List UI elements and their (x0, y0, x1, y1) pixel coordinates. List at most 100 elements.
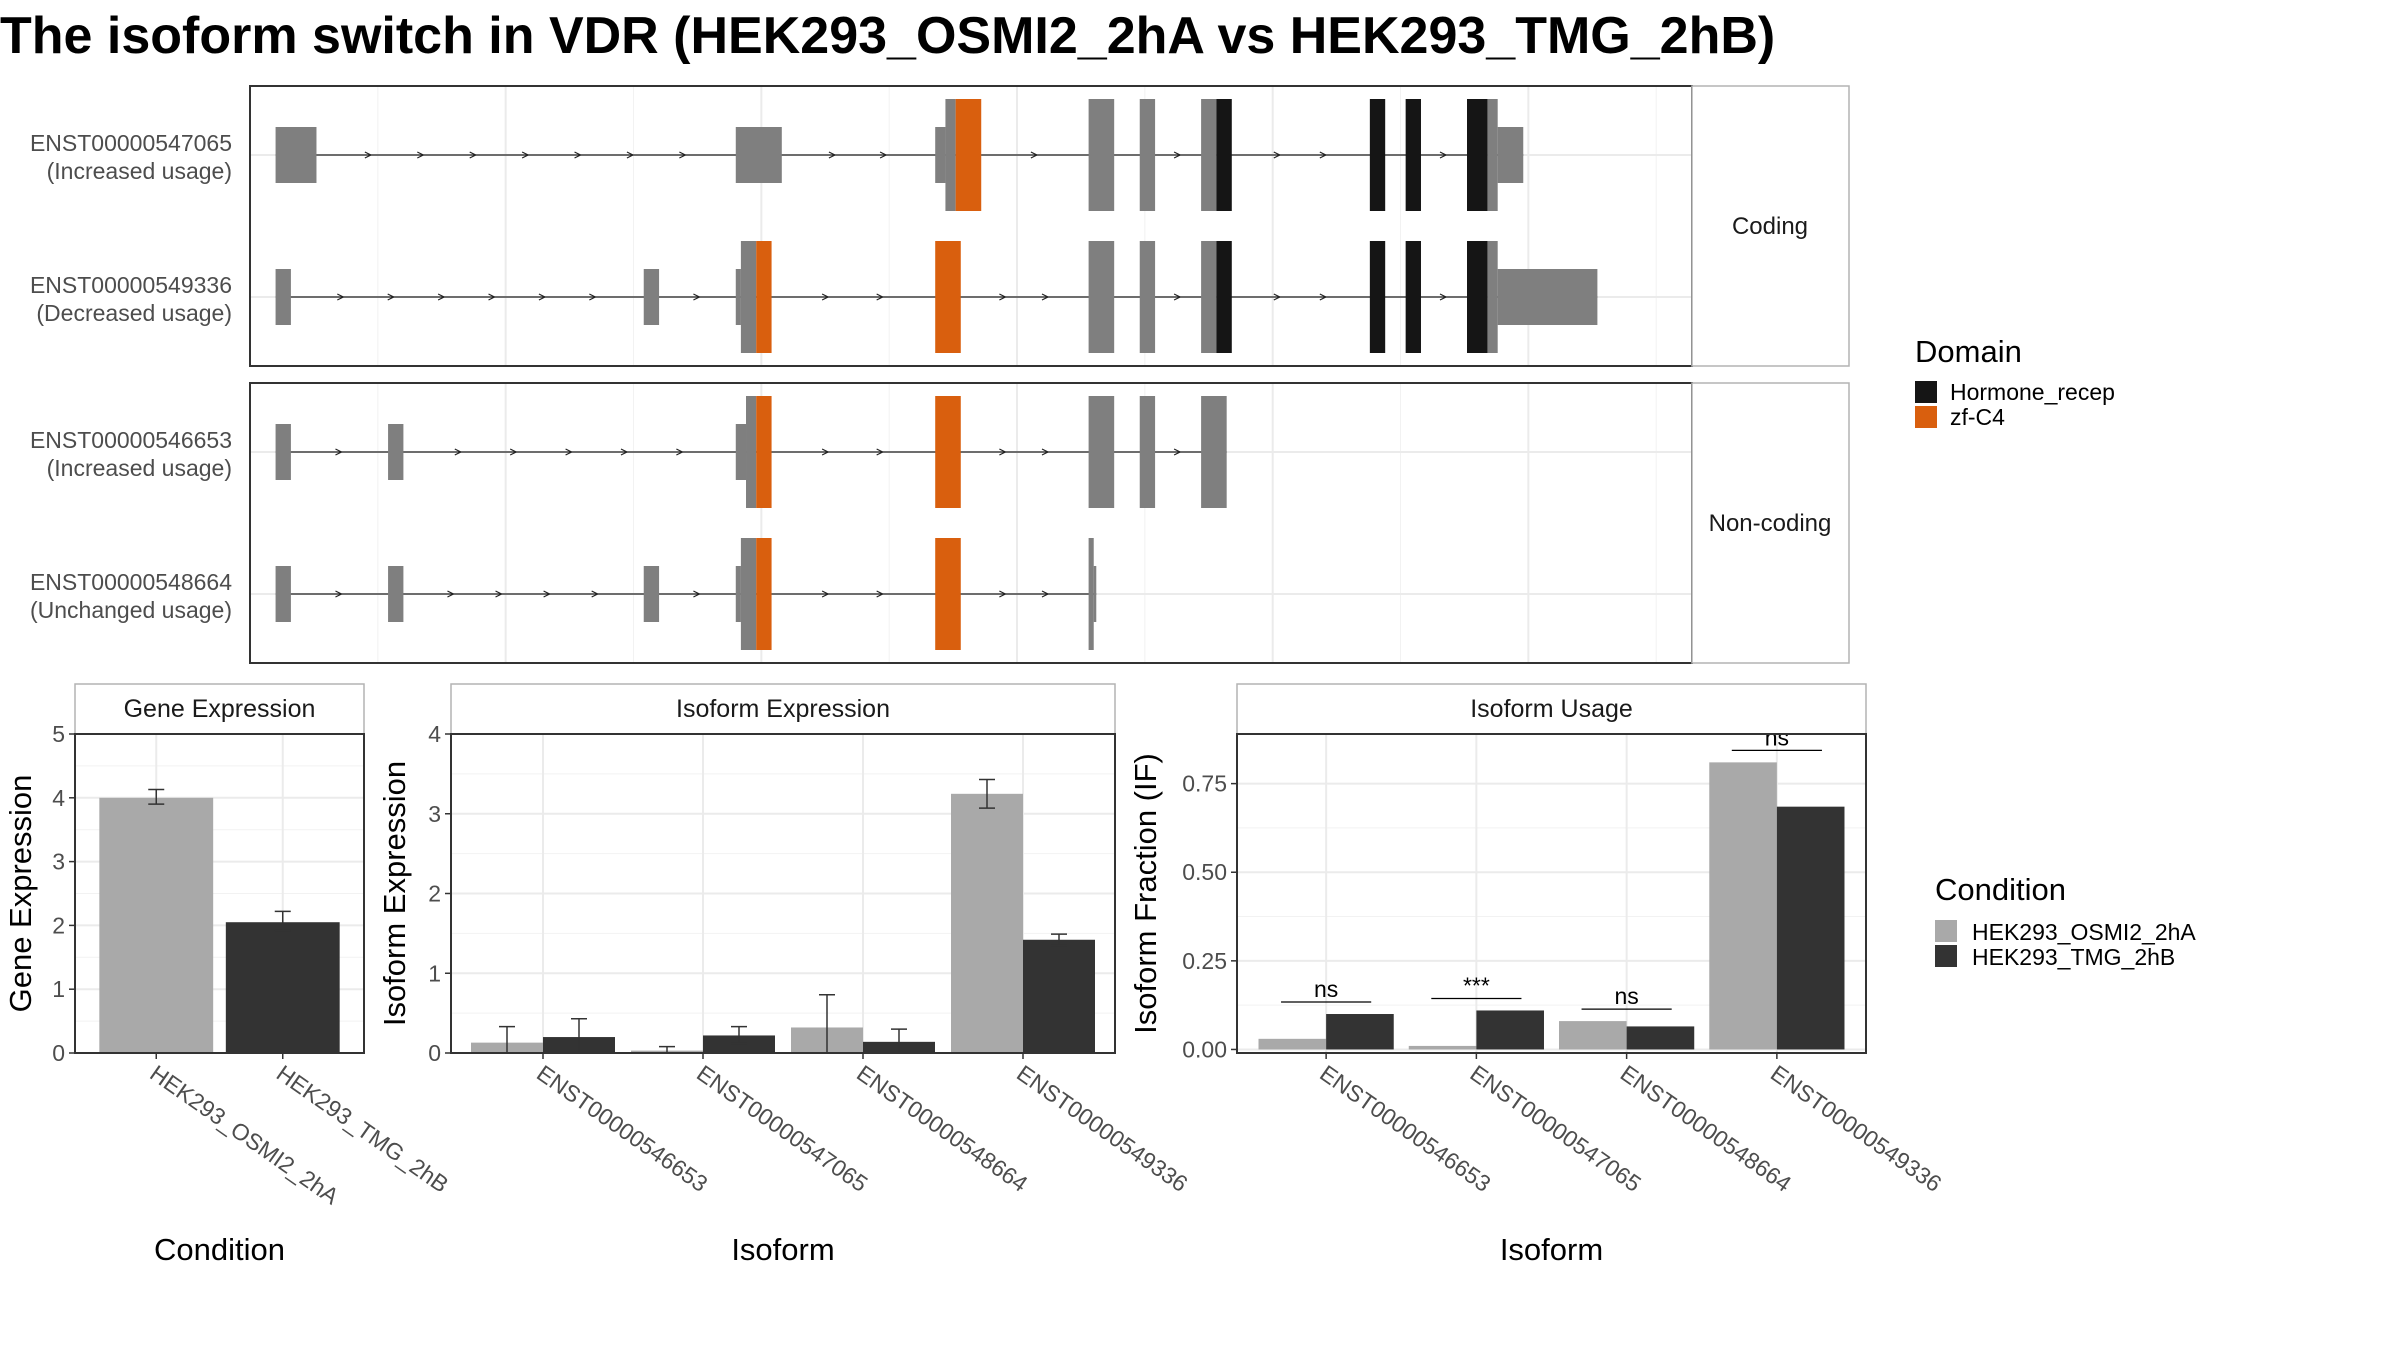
exon-utr (388, 424, 404, 480)
transcript-usage-label: (Increased usage) (47, 455, 232, 481)
intron-direction-arrow (1041, 293, 1050, 301)
y-axis-title: Isoform Fraction (IF) (1128, 753, 1163, 1034)
transcript-row: ENST00000549336(Decreased usage) (30, 241, 1598, 353)
bar (1408, 1045, 1477, 1050)
facet-strip-label: Non-coding (1709, 510, 1832, 537)
intron-direction-arrow (574, 151, 582, 159)
intron-direction-arrow (488, 293, 496, 301)
intron-direction-arrow (620, 448, 629, 456)
intron-direction-arrow (679, 151, 687, 159)
intron-direction-arrow (1319, 151, 1328, 159)
exon-cds (1139, 99, 1156, 211)
condition-legend-title: Condition (1935, 872, 2066, 907)
intron-direction-arrow (1030, 151, 1039, 159)
exon-hormone_recep (1467, 241, 1488, 353)
intron-direction-arrow (521, 151, 530, 159)
bar (99, 797, 214, 1053)
x-axis-title: Condition (154, 1232, 285, 1267)
exon-hormone_recep (1467, 99, 1488, 211)
panel-isoform-expression: Isoform Expression01234ENST00000546653EN… (377, 683, 1193, 1267)
domain-legend-key (1915, 406, 1937, 428)
x-tick-label: ENST00000546653 (532, 1060, 712, 1197)
facet-panel-border (249, 382, 1693, 664)
panel-strip (1236, 683, 1867, 735)
condition-legend-label: HEK293_TMG_2hB (1972, 944, 2175, 970)
intron-direction-arrow (876, 293, 885, 301)
exon-cds (1201, 99, 1217, 211)
figure-title: The isoform switch in VDR (HEK293_OSMI2_… (0, 7, 1776, 65)
intron-direction-arrow (565, 448, 573, 456)
error-bar (148, 788, 165, 805)
significance-label: *** (1463, 972, 1490, 998)
bar (225, 922, 340, 1053)
condition-legend-key (1935, 945, 1957, 967)
facet-strip-label: Coding (1732, 213, 1808, 240)
transcript-id-label: ENST00000548664 (30, 569, 232, 595)
intron-direction-arrow (999, 293, 1007, 301)
intron-direction-arrow (387, 293, 396, 301)
facet-strip (1691, 382, 1850, 664)
exon-utr (735, 566, 741, 622)
transcript-usage-label: (Unchanged usage) (30, 597, 232, 623)
intron-direction-arrow (417, 151, 425, 159)
exon-cds (740, 538, 757, 650)
error-bar (979, 778, 995, 809)
exon-cds (746, 396, 757, 508)
domain-legend-key (1915, 381, 1937, 403)
intron-direction-arrow (999, 590, 1007, 598)
exon-utr (388, 566, 404, 622)
intron-direction-arrow (447, 590, 455, 598)
exon-utr (1497, 269, 1598, 325)
intron-direction-arrow (469, 151, 478, 159)
y-tick-label: 0.25 (1182, 948, 1227, 974)
condition-legend-key (1935, 920, 1957, 942)
panel-strip-label: Gene Expression (124, 695, 316, 723)
bar (703, 1035, 775, 1053)
exon-utr (643, 269, 660, 325)
exon-utr (275, 424, 291, 480)
intron-direction-arrow (693, 590, 701, 598)
error-bar (731, 1025, 747, 1045)
exon-cds (945, 99, 956, 211)
x-tick-label: ENST00000547065 (692, 1060, 872, 1197)
exon-hormone_recep (1369, 241, 1386, 353)
intron-direction-arrow (335, 448, 343, 456)
domain-legend-label: Hormone_recep (1950, 379, 2115, 405)
intron-direction-arrow (591, 590, 600, 598)
exon-utr (275, 269, 291, 325)
intron-direction-arrow (454, 448, 463, 456)
error-bar (1051, 933, 1067, 947)
intron-direction-arrow (538, 293, 547, 301)
y-tick-label: 0 (428, 1040, 441, 1066)
intron-direction-arrow (821, 293, 830, 301)
error-bar (274, 910, 291, 932)
exon-cds (1487, 241, 1498, 353)
exon-zf-c4 (935, 538, 961, 650)
exon-utr (935, 127, 946, 183)
domain-legend-title: Domain (1915, 334, 2022, 369)
significance-label: ns (1314, 976, 1338, 1002)
transcript-usage-label: (Decreased usage) (36, 300, 232, 326)
significance-label: ns (1765, 724, 1789, 750)
intron-direction-arrow (676, 448, 684, 456)
intron-direction-arrow (364, 151, 373, 159)
exon-cds (740, 241, 757, 353)
significance-label: ns (1614, 983, 1638, 1009)
exon-cds (1487, 99, 1498, 211)
intron-direction-arrow (495, 590, 503, 598)
panel-border (74, 733, 365, 1054)
exon-hormone_recep (1216, 99, 1232, 211)
intron-direction-arrow (1173, 151, 1182, 159)
y-tick-label: 0.75 (1182, 771, 1227, 797)
intron-direction-arrow (999, 448, 1007, 456)
intron-direction-arrow (589, 293, 597, 301)
exon-hormone_recep (1405, 99, 1421, 211)
intron-direction-arrow (1041, 590, 1050, 598)
y-tick-label: 0.00 (1182, 1036, 1227, 1062)
bar (1258, 1038, 1327, 1050)
bar (1709, 762, 1777, 1050)
exon-zf-c4 (955, 99, 982, 211)
panel-gene-expression: Gene Expression012345HEK293_OSMI2_2hAHEK… (3, 683, 453, 1267)
panel-strip (74, 683, 365, 735)
